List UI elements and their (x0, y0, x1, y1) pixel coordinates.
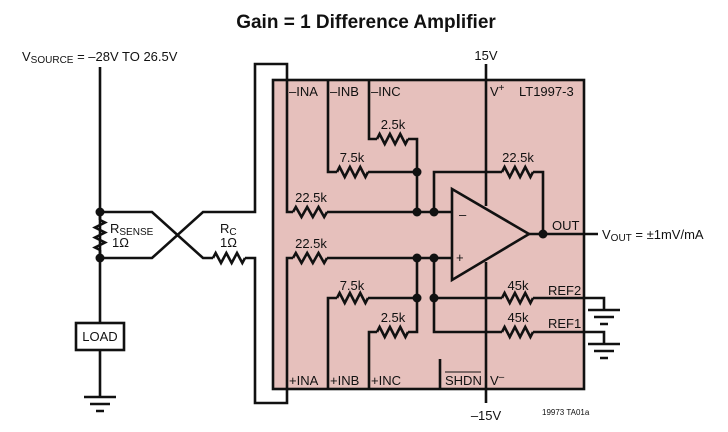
ground-symbols (84, 308, 620, 413)
vout-label: VOUT = ±1mV/mA (602, 227, 704, 244)
label-r-feedback: 22.5k (502, 150, 534, 165)
resistors (92, 131, 535, 340)
r-ref2-resistor (500, 290, 535, 306)
label-r-ina-neg: 22.5k (295, 190, 327, 205)
junction-nodes (95, 167, 548, 303)
wire (533, 170, 545, 234)
r-inb-neg-resistor (335, 164, 370, 180)
rc-label: RC (220, 221, 237, 238)
rsense-value: 1Ω (112, 235, 129, 250)
supply-negative-label: –15V (471, 408, 502, 423)
wire (367, 80, 377, 141)
load-box (74, 321, 126, 352)
junction-node (429, 207, 439, 217)
load-label: LOAD (82, 329, 117, 344)
ground-icon (588, 308, 620, 326)
opamp-minus-sign: – (459, 207, 467, 222)
rc-value: 1Ω (220, 235, 237, 250)
vsource-label: VSOURCE = –28V TO 26.5V (22, 49, 178, 66)
wire (408, 258, 419, 334)
junction-node (412, 293, 422, 303)
label-r-ref2: 45k (508, 278, 529, 293)
wire (432, 258, 502, 334)
pin-ina-neg: –INA (289, 84, 318, 99)
chip-name: LT1997-3 (519, 84, 574, 99)
pin-ref2: REF2 (548, 283, 581, 298)
junction-node (429, 293, 439, 303)
junction-node (412, 207, 422, 217)
label-r-inc-pos: 2.5k (381, 310, 406, 325)
junction-node (412, 167, 422, 177)
wire (408, 137, 419, 212)
r-ref1-resistor (500, 324, 535, 340)
r-inc-neg-resistor (375, 131, 410, 147)
pin-out: OUT (552, 218, 580, 233)
rsense-resistor (92, 218, 108, 252)
rc-resistor (211, 250, 247, 266)
pin-vplus: V+ (490, 83, 505, 99)
pin-vminus: V– (490, 372, 505, 388)
wires (98, 62, 606, 405)
figure-id: 19973 TA01a (542, 408, 590, 417)
wire (432, 170, 502, 212)
label-r-ref1: 45k (508, 310, 529, 325)
pin-inc-neg: –INC (371, 84, 401, 99)
r-inb-pos-resistor (335, 290, 370, 306)
label-r-inc-neg: 2.5k (381, 117, 406, 132)
op-amp-symbol (450, 186, 532, 283)
junction-node (95, 253, 105, 263)
junction-node (95, 207, 105, 217)
label-r-inb-pos: 7.5k (340, 278, 365, 293)
wire (100, 62, 293, 260)
pin-inb-neg: –INB (330, 84, 359, 99)
junction-node (429, 253, 439, 263)
pin-ina-pos: +INA (289, 373, 319, 388)
wire (245, 256, 293, 405)
wire (326, 80, 337, 174)
r-feedback-resistor (500, 164, 535, 180)
ground-icon (84, 395, 116, 413)
wire (326, 296, 337, 389)
junction-node (538, 229, 548, 239)
r-inc-pos-resistor (375, 324, 410, 340)
rsense-label: RSENSE (110, 221, 154, 238)
r-ina-neg-resistor (291, 204, 329, 220)
opamp-plus-sign: + (456, 250, 464, 265)
ground-icon (588, 342, 620, 360)
pin-inc-pos: +INC (371, 373, 401, 388)
pin-ref1: REF1 (548, 316, 581, 331)
label-r-inb-neg: 7.5k (340, 150, 365, 165)
diagram-title: Gain = 1 Difference Amplifier (236, 12, 496, 33)
wire (367, 330, 377, 389)
junction-node (412, 253, 422, 263)
supply-positive-label: 15V (474, 48, 497, 63)
r-ina-pos-resistor (291, 250, 329, 266)
pin-shdn: SHDN (445, 373, 482, 388)
pin-inb-pos: +INB (330, 373, 359, 388)
label-r-ina-pos: 22.5k (295, 236, 327, 251)
wire (533, 296, 606, 310)
wire (533, 330, 606, 344)
